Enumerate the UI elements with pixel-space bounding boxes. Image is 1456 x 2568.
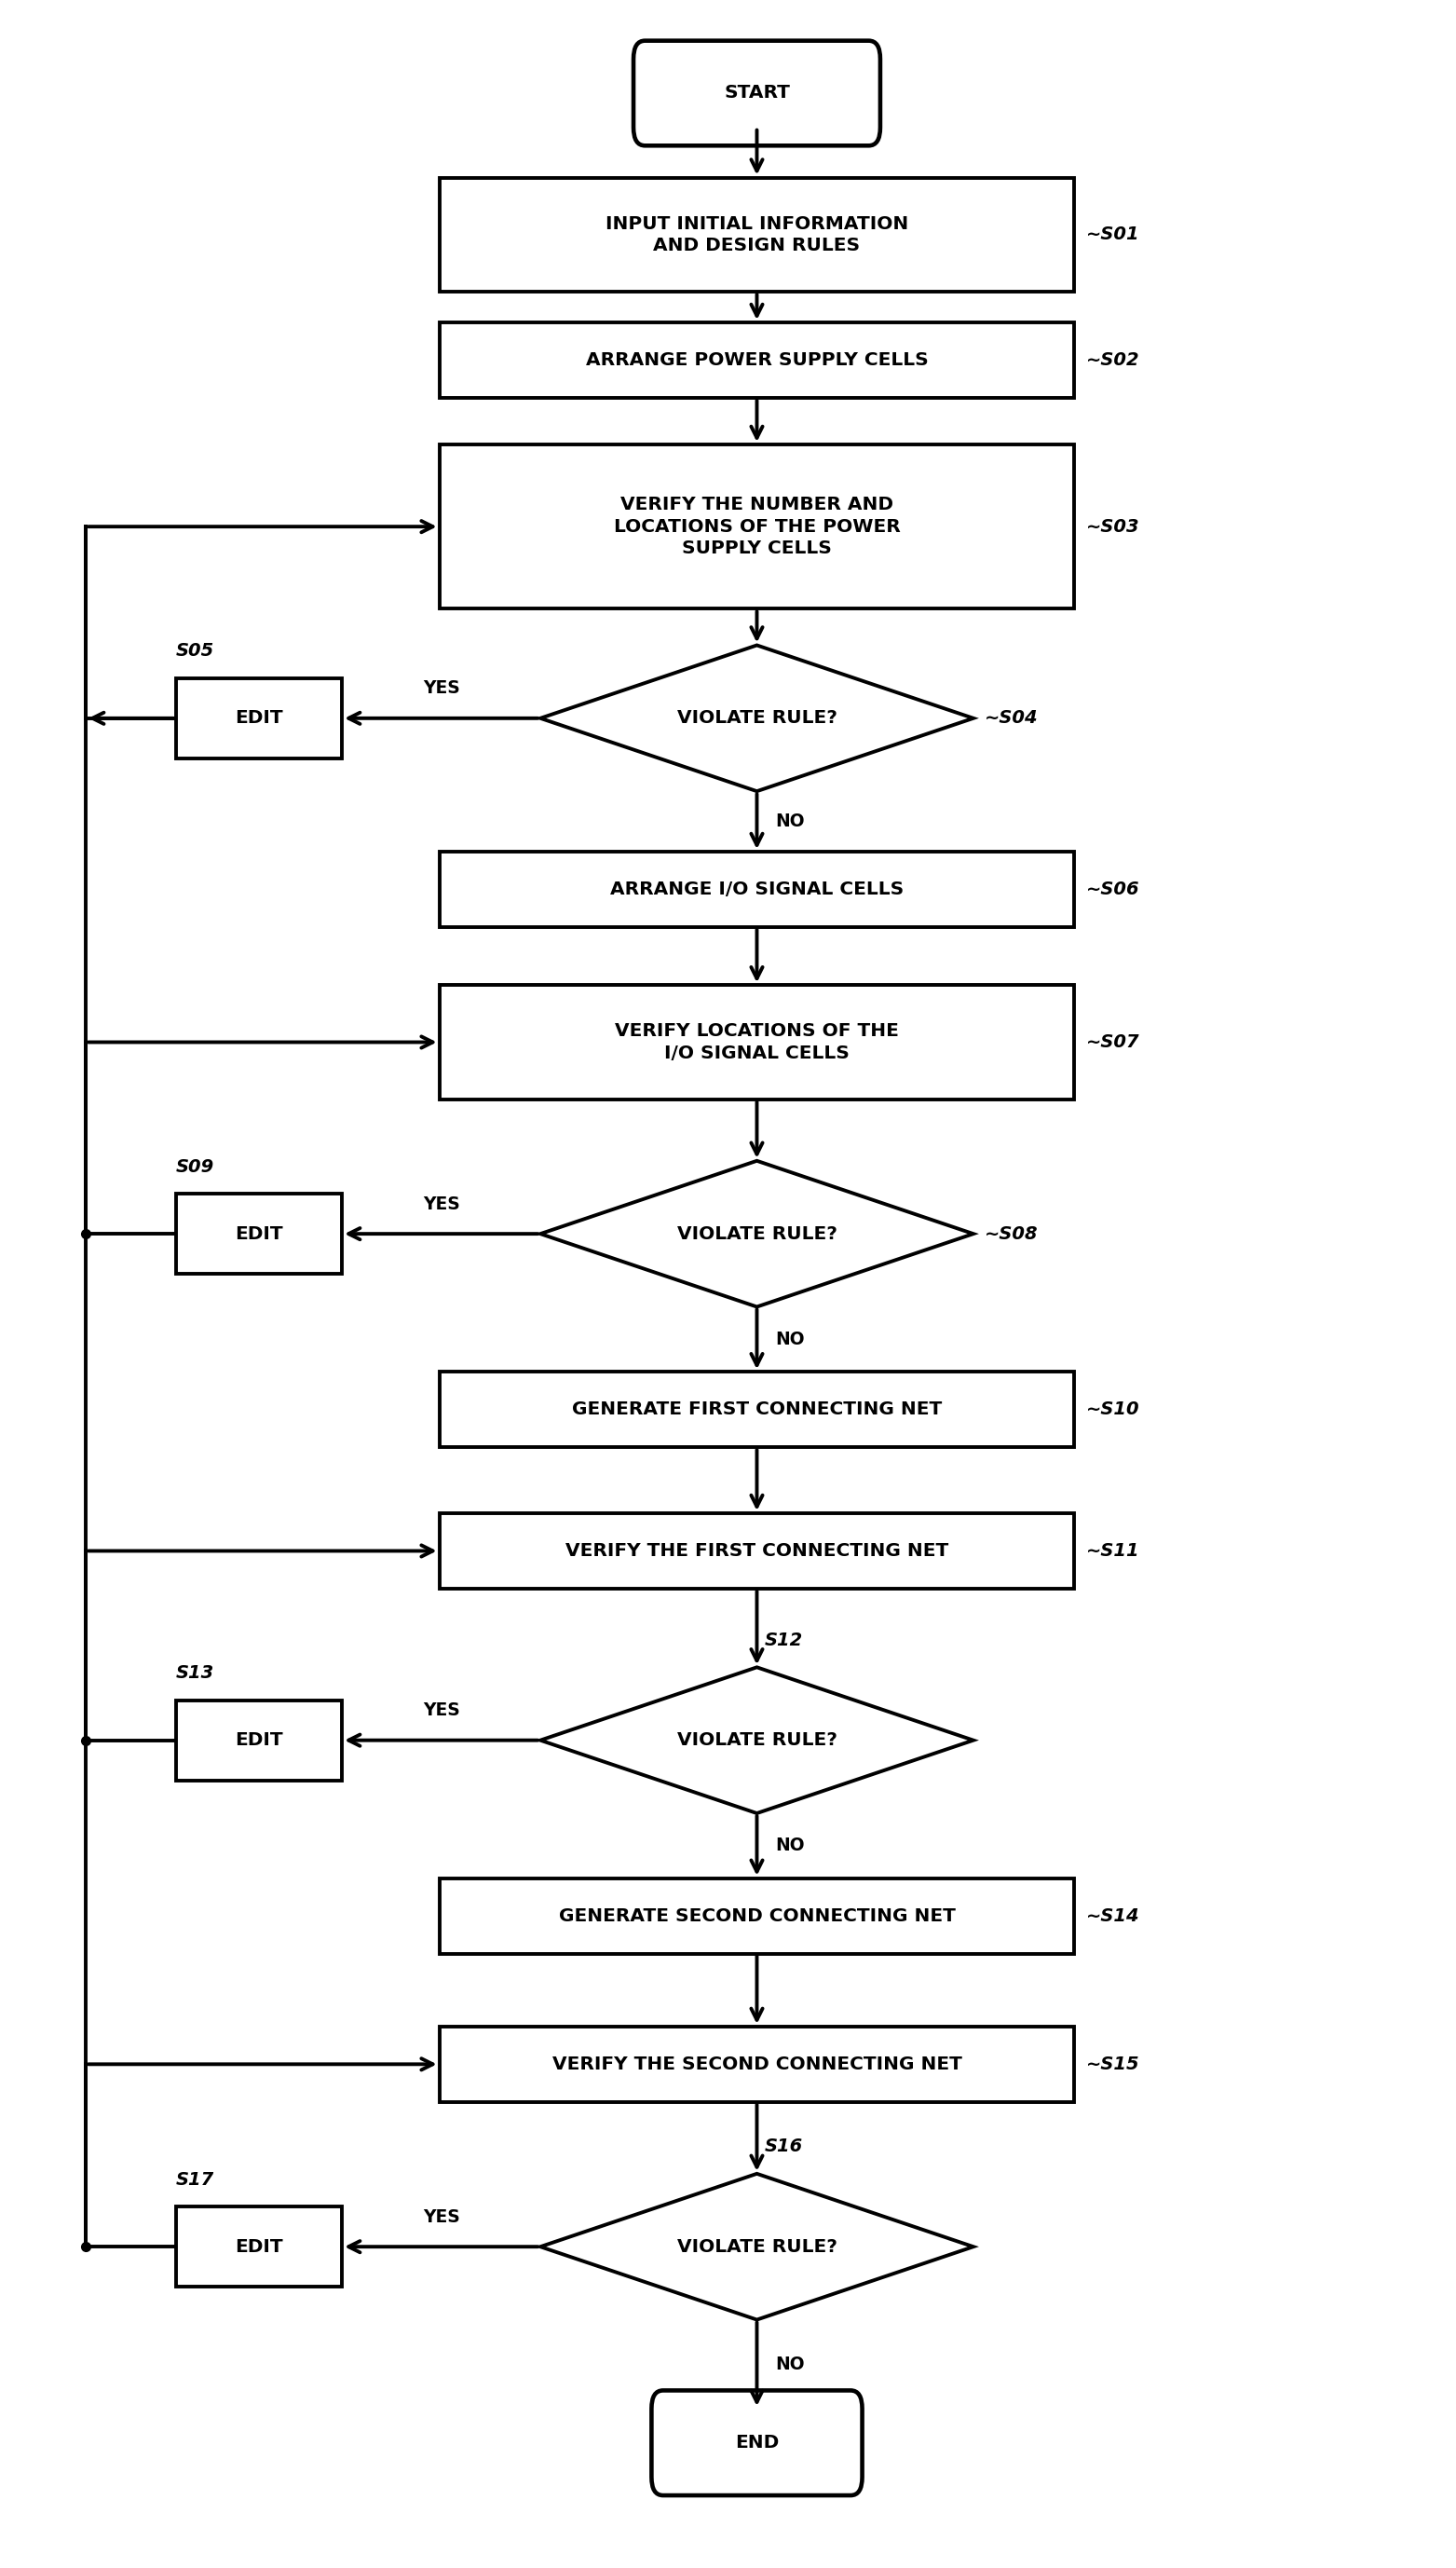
Bar [440, 853, 1075, 927]
Polygon shape [540, 2173, 973, 2319]
Text: ∼S11: ∼S11 [1086, 1541, 1140, 1559]
Text: NO: NO [776, 1836, 805, 1854]
Polygon shape [540, 1161, 973, 1307]
Text: ∼S10: ∼S10 [1086, 1400, 1140, 1418]
Text: ∼S01: ∼S01 [1086, 226, 1140, 244]
Bar [176, 678, 342, 758]
Text: EDIT: EDIT [234, 709, 282, 727]
Text: END: END [735, 2434, 779, 2452]
Text: S09: S09 [176, 1158, 214, 1176]
Text: YES: YES [422, 681, 460, 698]
FancyBboxPatch shape [651, 2391, 862, 2496]
Text: S13: S13 [176, 1664, 214, 1682]
Bar [440, 1513, 1075, 1590]
Text: START: START [724, 85, 789, 103]
Text: YES: YES [422, 1703, 460, 1721]
Text: VIOLATE RULE?: VIOLATE RULE? [677, 2237, 837, 2255]
Text: VERIFY THE SECOND CONNECTING NET: VERIFY THE SECOND CONNECTING NET [552, 2054, 962, 2072]
Text: VIOLATE RULE?: VIOLATE RULE? [677, 709, 837, 727]
Bar [440, 444, 1075, 609]
Text: ∼S14: ∼S14 [1086, 1908, 1140, 1926]
Text: ∼S08: ∼S08 [984, 1225, 1038, 1243]
Text: ∼S02: ∼S02 [1086, 352, 1140, 370]
Bar [440, 2026, 1075, 2101]
Text: NO: NO [776, 2355, 805, 2373]
Bar [440, 986, 1075, 1099]
Bar [176, 2206, 342, 2286]
Text: YES: YES [422, 1194, 460, 1212]
FancyBboxPatch shape [633, 41, 881, 146]
Text: GENERATE FIRST CONNECTING NET: GENERATE FIRST CONNECTING NET [572, 1400, 942, 1418]
Bar [176, 1194, 342, 1274]
Text: EDIT: EDIT [234, 1225, 282, 1243]
Text: S16: S16 [764, 2137, 802, 2155]
Text: EDIT: EDIT [234, 2237, 282, 2255]
Text: ARRANGE POWER SUPPLY CELLS: ARRANGE POWER SUPPLY CELLS [585, 352, 927, 370]
Text: S12: S12 [764, 1631, 802, 1649]
Text: VIOLATE RULE?: VIOLATE RULE? [677, 1731, 837, 1749]
Polygon shape [540, 645, 973, 791]
Text: INPUT INITIAL INFORMATION
AND DESIGN RULES: INPUT INITIAL INFORMATION AND DESIGN RUL… [606, 216, 909, 254]
Text: VERIFY LOCATIONS OF THE
I/O SIGNAL CELLS: VERIFY LOCATIONS OF THE I/O SIGNAL CELLS [614, 1022, 898, 1063]
Bar [440, 177, 1075, 293]
Text: ∼S04: ∼S04 [984, 709, 1038, 727]
Text: VERIFY THE NUMBER AND
LOCATIONS OF THE POWER
SUPPLY CELLS: VERIFY THE NUMBER AND LOCATIONS OF THE P… [613, 496, 900, 557]
Text: ∼S07: ∼S07 [1086, 1032, 1140, 1050]
Text: NO: NO [776, 811, 805, 829]
Bar [440, 1371, 1075, 1448]
Text: S05: S05 [176, 642, 214, 660]
Bar [176, 1700, 342, 1780]
Polygon shape [540, 1667, 973, 1813]
Text: S17: S17 [176, 2170, 214, 2188]
Text: ∼S03: ∼S03 [1086, 519, 1140, 537]
Text: VIOLATE RULE?: VIOLATE RULE? [677, 1225, 837, 1243]
Text: NO: NO [776, 1330, 805, 1348]
Text: GENERATE SECOND CONNECTING NET: GENERATE SECOND CONNECTING NET [559, 1908, 955, 1926]
Text: ∼S06: ∼S06 [1086, 881, 1140, 899]
Text: ARRANGE I/O SIGNAL CELLS: ARRANGE I/O SIGNAL CELLS [610, 881, 904, 899]
Bar [440, 324, 1075, 398]
Text: VERIFY THE FIRST CONNECTING NET: VERIFY THE FIRST CONNECTING NET [565, 1541, 948, 1559]
Bar [440, 1877, 1075, 1954]
Text: YES: YES [422, 2208, 460, 2226]
Text: ∼S15: ∼S15 [1086, 2054, 1140, 2072]
Text: EDIT: EDIT [234, 1731, 282, 1749]
